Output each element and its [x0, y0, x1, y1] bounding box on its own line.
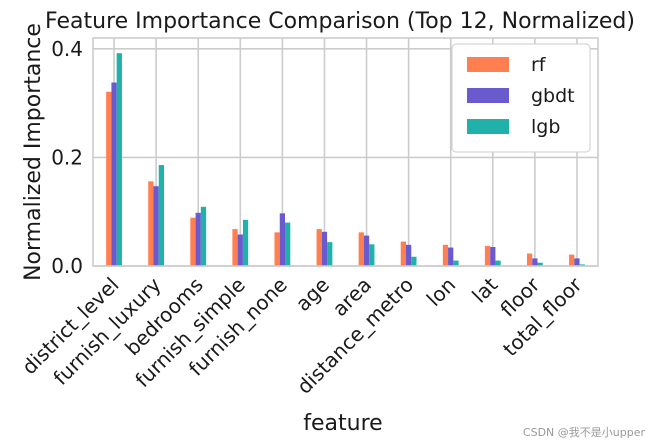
- bar-rf-furnish_luxury: [148, 181, 154, 266]
- bar-rf-distance_metro: [400, 241, 406, 266]
- legend-swatch-rf: [467, 57, 509, 72]
- bar-rf-furnish_simple: [232, 229, 238, 266]
- bar-gbdt-age: [321, 231, 328, 266]
- chart-title: Feature Importance Comparison (Top 12, N…: [45, 9, 635, 34]
- bar-lgb-lon: [453, 260, 459, 266]
- watermark: CSDN @我不是小upper: [523, 426, 646, 439]
- bar-rf-lat: [484, 245, 491, 266]
- legend: rf gbdt lgb: [451, 43, 591, 153]
- bar-rf-floor: [526, 253, 533, 266]
- bar-rf-furnish_none: [274, 232, 280, 266]
- bar-lgb-floor: [537, 262, 543, 266]
- bar-gbdt-district_level: [111, 82, 117, 266]
- bar-gbdt-distance_metro: [405, 244, 412, 266]
- plot-frame: [92, 37, 599, 267]
- bar-rf-lon: [442, 244, 449, 266]
- bar-rf-total_floor: [569, 254, 575, 266]
- bar-lgb-distance_metro: [411, 256, 417, 266]
- bar-gbdt-lat: [490, 247, 496, 266]
- bar-rf-district_level: [106, 91, 112, 266]
- x-tick-labels: district_levelfurnish_luxurybedroomsfurn…: [17, 272, 587, 399]
- bar-gbdt-lon: [448, 247, 454, 266]
- x-axis-label: feature: [303, 411, 382, 436]
- y-tick-label: 0.0: [51, 254, 83, 278]
- legend-swatch-gbdt: [467, 88, 509, 103]
- legend-label-lgb: lgb: [531, 116, 560, 138]
- bar-rf-bedrooms: [190, 217, 196, 266]
- bar-rf-age: [316, 229, 322, 266]
- bar-lgb-bedrooms: [200, 206, 207, 266]
- x-tick-label: age: [291, 273, 334, 316]
- legend-swatch-lgb: [467, 119, 509, 134]
- bar-lgb-age: [327, 242, 333, 266]
- bar-lgb-furnish_simple: [242, 219, 249, 266]
- bar-lgb-lat: [495, 260, 501, 266]
- bar-lgb-furnish_none: [285, 222, 291, 266]
- y-tick-label: 0.4: [51, 37, 83, 61]
- bar-gbdt-area: [363, 235, 370, 266]
- bars: [106, 53, 585, 267]
- bar-gbdt-furnish_none: [279, 213, 286, 266]
- legend-label-gbdt: gbdt: [531, 85, 575, 107]
- bar-lgb-furnish_luxury: [158, 165, 165, 266]
- legend-label-rf: rf: [531, 54, 547, 76]
- bar-lgb-district_level: [116, 53, 122, 267]
- y-tick-label: 0.2: [51, 145, 83, 169]
- bar-lgb-area: [369, 244, 375, 266]
- bar-rf-area: [358, 232, 364, 266]
- bar-gbdt-floor: [532, 258, 538, 266]
- x-tick-label: lon: [422, 273, 461, 312]
- bar-gbdt-furnish_simple: [237, 234, 243, 266]
- bar-gbdt-furnish_luxury: [153, 186, 159, 266]
- y-tick-labels: 0.0 0.2 0.4: [51, 37, 83, 278]
- bar-gbdt-bedrooms: [195, 212, 201, 266]
- y-axis-label: Normalized Importance: [21, 23, 46, 281]
- bar-gbdt-total_floor: [574, 258, 580, 266]
- bar-lgb-total_floor: [579, 264, 585, 266]
